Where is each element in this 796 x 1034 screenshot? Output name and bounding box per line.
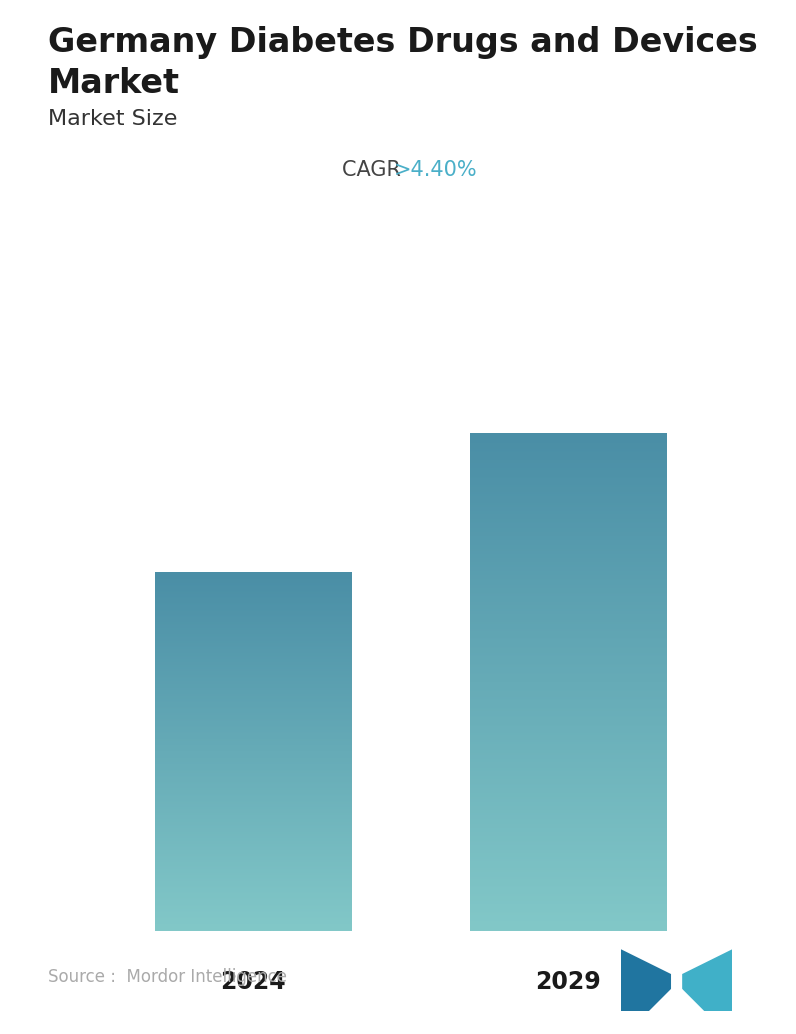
Text: Source :  Mordor Intelligence: Source : Mordor Intelligence xyxy=(48,968,287,986)
Text: >4.40%: >4.40% xyxy=(394,160,478,180)
Text: 2024: 2024 xyxy=(220,971,286,995)
Polygon shape xyxy=(649,983,704,1011)
Text: Market Size: Market Size xyxy=(48,109,178,128)
Polygon shape xyxy=(621,949,671,1011)
Text: Germany Diabetes Drugs and Devices: Germany Diabetes Drugs and Devices xyxy=(48,26,758,59)
Text: 2029: 2029 xyxy=(535,971,601,995)
Text: CAGR: CAGR xyxy=(342,160,408,180)
Polygon shape xyxy=(682,949,732,1011)
Text: Market: Market xyxy=(48,67,180,100)
